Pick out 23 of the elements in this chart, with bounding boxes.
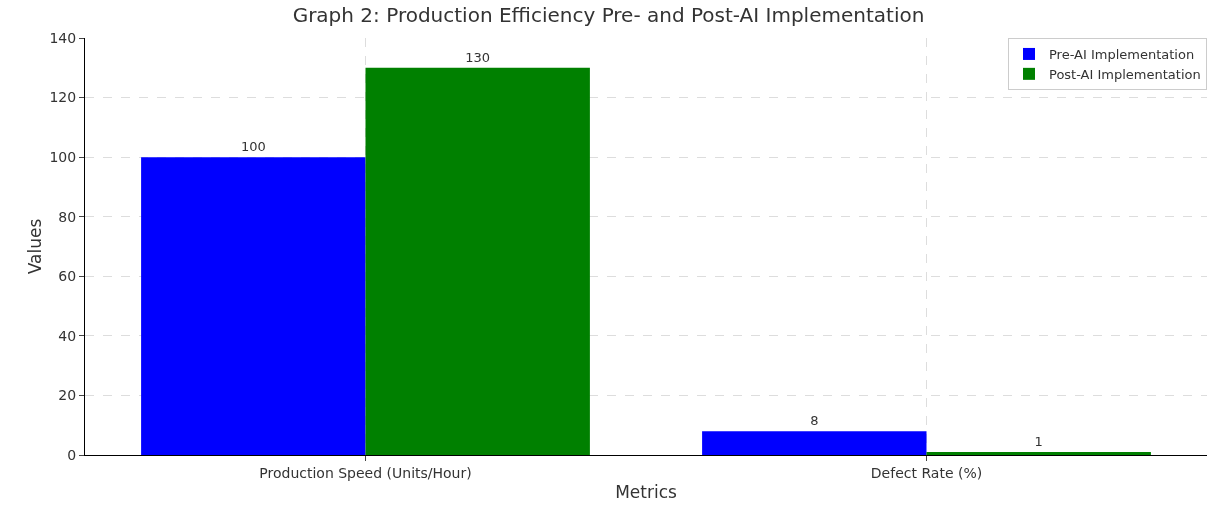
y-tick-label: 100 xyxy=(49,149,77,166)
data-label: 100 xyxy=(240,139,266,155)
x-axis-title: Metrics xyxy=(615,482,677,503)
y-tick-label: 60 xyxy=(58,268,77,285)
x-tick-label: Defect Rate (%) xyxy=(870,464,983,481)
y-axis-title: Values xyxy=(25,218,45,275)
legend-label: Post-AI Implementation xyxy=(1049,66,1201,82)
legend-label: Pre-AI Implementation xyxy=(1049,47,1195,63)
y-tick-label: 0 xyxy=(67,446,77,463)
bar xyxy=(141,157,366,455)
y-tick-label: 120 xyxy=(49,89,77,106)
y-tick-label: 80 xyxy=(58,208,77,225)
data-label: 8 xyxy=(810,413,819,429)
data-label: 1 xyxy=(1034,434,1043,450)
y-tick-label: 40 xyxy=(58,327,77,344)
x-tick-label: Production Speed (Units/Hour) xyxy=(259,464,472,481)
bar xyxy=(702,431,927,455)
bar xyxy=(926,452,1151,455)
bar xyxy=(365,67,590,455)
data-label: 130 xyxy=(465,49,491,65)
y-tick-label: 20 xyxy=(58,387,77,404)
chart-title: Graph 2: Production Efficiency Pre- and Post-AI Implementation xyxy=(292,2,925,27)
y-tick-label: 140 xyxy=(49,29,77,46)
